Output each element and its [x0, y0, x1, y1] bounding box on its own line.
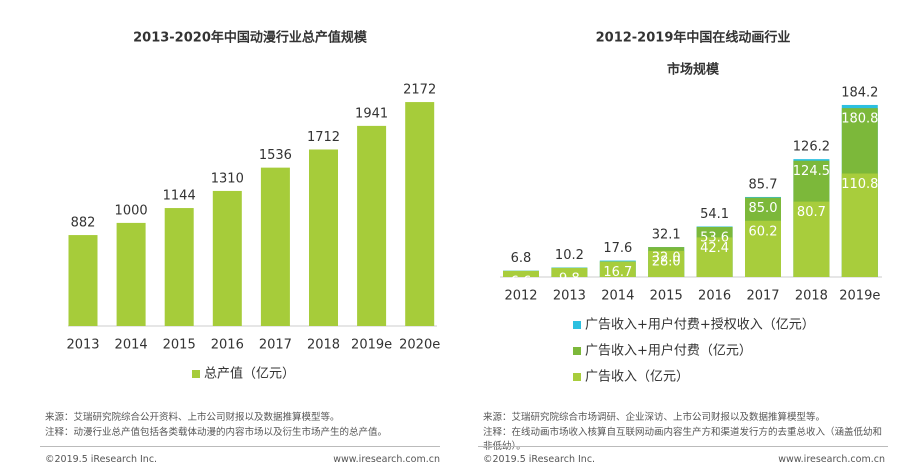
copyright: ©2019.5 iResearch Inc.	[483, 454, 596, 465]
bar	[164, 208, 194, 326]
bar	[405, 102, 435, 326]
value-label: 54.1	[700, 207, 729, 222]
bar	[260, 167, 290, 326]
chart-title: 2013-2020年中国动漫行业总产值规模	[133, 30, 368, 46]
legend-swatch	[573, 347, 581, 355]
bar	[503, 270, 539, 277]
bar	[551, 267, 588, 277]
value-label: 85.7	[749, 177, 778, 192]
bar	[793, 201, 830, 277]
bar	[599, 261, 636, 277]
x-tick-label: 2019e	[839, 289, 880, 304]
x-tick-label: 2015	[650, 289, 683, 304]
chart-title: 市场规模	[667, 62, 720, 78]
x-tick-label: 2016	[211, 338, 244, 353]
legend-label: 广告收入+用户付费（亿元）	[585, 343, 752, 359]
value-label: 2172	[403, 83, 436, 98]
x-tick-label: 2017	[259, 338, 292, 353]
value-label: 1310	[211, 171, 244, 186]
bar	[841, 173, 878, 277]
value-label: 1712	[307, 130, 340, 145]
x-tick-label: 2016	[698, 289, 731, 304]
value-label: 1536	[259, 148, 292, 163]
value-label: 6.6	[511, 274, 532, 289]
value-label: 60.2	[749, 224, 778, 239]
value-label: 6.8	[511, 251, 532, 266]
bar	[357, 125, 387, 326]
chart-title: 2012-2019年中国在线动画行业	[596, 30, 791, 46]
bar	[696, 237, 733, 277]
x-tick-label: 2015	[163, 338, 196, 353]
x-tick-label: 2014	[115, 338, 148, 353]
separator	[40, 446, 440, 447]
value-label: 80.7	[797, 205, 826, 220]
copyright: ©2019.5 iResearch Inc.	[45, 454, 158, 465]
x-tick-label: 2014	[601, 289, 634, 304]
value-label: 32.0	[652, 251, 681, 266]
value-label: 42.4	[700, 241, 729, 256]
value-label: 9.8	[559, 271, 580, 286]
bar	[116, 222, 146, 326]
bar	[745, 220, 781, 277]
value-label: 28.0	[652, 254, 681, 269]
value-label: 882	[71, 216, 96, 231]
value-label: 10.2	[555, 248, 584, 263]
value-label: 1941	[355, 106, 388, 121]
value-label: 110.8	[841, 177, 878, 192]
value-label: 1144	[163, 189, 196, 204]
x-tick-label: 2013	[66, 338, 99, 353]
note: 注释：在线动画市场收入核算自互联网动画内容生产方和渠道发行方的去重总收入（涵盖低…	[483, 427, 883, 452]
x-tick-label: 2020e	[399, 338, 440, 353]
legend-swatch	[192, 370, 200, 378]
separator	[478, 446, 888, 447]
value-label: 124.5	[793, 164, 830, 179]
note: 注释：动漫行业总产值包括各类载体动漫的内容市场以及衍生市场产生的总产值。	[45, 427, 388, 438]
value-label: 126.2	[793, 140, 830, 155]
source: 来源：艾瑞研究院综合公开资料、上市公司财报以及数据推算模型等。	[45, 412, 340, 423]
legend-label: 总产值（亿元）	[204, 366, 295, 382]
value-label: 17.6	[603, 241, 632, 256]
legend-swatch	[573, 373, 581, 381]
x-tick-label: 2018	[795, 289, 828, 304]
legend-label: 广告收入（亿元）	[585, 370, 689, 385]
source: 来源：艾瑞研究院综合市场调研、企业深访、上市公司财报以及数据推算模型等。	[483, 412, 826, 423]
value-label: 180.8	[841, 112, 878, 127]
legend-swatch	[573, 321, 581, 329]
url: www.iresearch.com.cn	[333, 454, 440, 465]
value-label: 184.2	[841, 85, 878, 100]
legend-label: 广告收入+用户付费+授权收入（亿元）	[585, 317, 815, 333]
value-label: 53.6	[700, 230, 729, 245]
bar	[68, 235, 98, 326]
value-label: 16.7	[603, 265, 632, 280]
x-tick-label: 2019e	[351, 338, 392, 353]
x-tick-label: 2012	[504, 289, 537, 304]
bar	[648, 250, 685, 277]
value-label: 85.0	[749, 201, 778, 216]
value-label: 1000	[115, 203, 148, 218]
bar	[212, 190, 242, 326]
value-label: 32.1	[652, 228, 681, 243]
bar	[309, 149, 338, 326]
x-tick-label: 2013	[553, 289, 586, 304]
x-tick-label: 2017	[746, 289, 779, 304]
url: www.iresearch.com.cn	[778, 454, 885, 465]
x-tick-label: 2018	[307, 338, 340, 353]
